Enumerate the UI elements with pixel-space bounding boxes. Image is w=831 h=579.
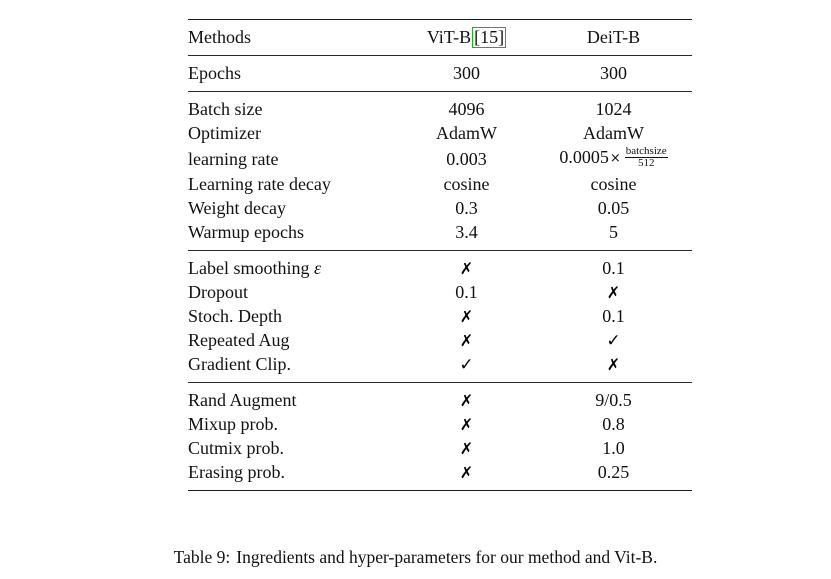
header-vit-b-label: ViT-B	[426, 27, 472, 47]
row-label-dropout: Dropout	[188, 282, 248, 303]
multiplication-sign: ×	[609, 151, 621, 166]
row-label-repeated-aug: Repeated Aug	[188, 330, 290, 351]
table-row: Optimizer AdamW AdamW	[188, 121, 692, 145]
table-rule-after-optimization	[188, 250, 692, 252]
lr-base-value: 0.0005	[559, 147, 609, 167]
fraction-numerator: batchsize	[624, 144, 668, 159]
table-caption: Table 9: Ingredients and hyper-parameters…	[0, 546, 831, 568]
table-row: Warmup epochs 3.4 5	[188, 220, 692, 244]
table-row: Stoch. Depth ✗ 0.1	[188, 304, 692, 328]
cell-stoch-depth-deit-b: 0.1	[602, 306, 625, 327]
cell-dropout-vit-b: 0.1	[455, 282, 478, 303]
caption-number: Table 9:	[173, 547, 231, 567]
header-vit-b: ViT-B [15]	[398, 25, 535, 49]
cell-batch-size-deit-b: 1024	[595, 99, 632, 119]
table-rule-after-regularization	[188, 382, 692, 384]
fraction-denominator: 512	[637, 157, 655, 170]
cell-mixup-prob-vit-b: ✗	[459, 415, 474, 435]
row-label-epochs: Epochs	[188, 63, 241, 83]
header-deit-b: DeiT-B	[586, 27, 641, 47]
table-rule-after-epochs	[188, 91, 692, 92]
table-row: Weight decay 0.3 0.05	[188, 196, 692, 220]
hyperparameter-table-container: Methods ViT-B [15] DeiT-B Epochs 300 300 …	[188, 19, 692, 492]
row-label-batch-size: Batch size	[188, 99, 263, 119]
cell-lr-decay-vit-b: cosine	[443, 174, 490, 195]
cell-epochs-deit-b: 300	[600, 63, 627, 83]
cell-gradient-clip-deit-b: ✗	[606, 355, 621, 375]
table-row: Learning rate decay cosine cosine	[188, 172, 692, 196]
citation-link-15[interactable]: [15]	[472, 27, 507, 48]
table-header-row: Methods ViT-B [15] DeiT-B	[188, 25, 692, 49]
table-rule-top	[188, 19, 692, 20]
hyperparameter-table: Methods ViT-B [15] DeiT-B Epochs 300 300 …	[188, 19, 692, 492]
cell-repeated-aug-vit-b: ✗	[459, 331, 474, 351]
row-label-rand-augment: Rand Augment	[188, 390, 297, 411]
cell-weight-decay-deit-b: 0.05	[597, 198, 630, 219]
cell-lr-decay-deit-b: cosine	[590, 174, 637, 195]
cell-warmup-epochs-vit-b: 3.4	[455, 222, 478, 243]
row-label-erasing-prob: Erasing prob.	[188, 462, 285, 483]
table-row: Batch size 4096 1024	[188, 97, 692, 121]
cell-weight-decay-vit-b: 0.3	[455, 198, 478, 219]
row-label-gradient-clip: Gradient Clip.	[188, 354, 291, 375]
cell-gradient-clip-vit-b: ✓	[459, 355, 474, 376]
cell-learning-rate-vit-b: 0.003	[446, 148, 487, 169]
table-rule-bottom	[188, 490, 692, 492]
cell-batch-size-vit-b: 4096	[448, 99, 485, 119]
row-label-optimizer: Optimizer	[188, 123, 261, 143]
table-row: Gradient Clip. ✓ ✗	[188, 352, 692, 376]
table-row: Rand Augment ✗ 9/0.5	[188, 388, 692, 412]
epsilon-symbol: ε	[313, 258, 322, 279]
cell-warmup-epochs-deit-b: 5	[609, 222, 618, 243]
cell-erasing-prob-deit-b: 0.25	[597, 462, 630, 483]
row-label-learning-rate: learning rate	[188, 148, 279, 169]
cell-stoch-depth-vit-b: ✗	[459, 307, 474, 327]
caption-text: Ingredients and hyper-parameters for our…	[236, 547, 658, 567]
header-methods: Methods	[188, 27, 251, 47]
row-label-stoch-depth: Stoch. Depth	[188, 306, 282, 327]
cell-optimizer-vit-b: AdamW	[436, 123, 497, 143]
table-row: Mixup prob. ✗ 0.8	[188, 412, 692, 436]
cell-rand-augment-deit-b: 9/0.5	[595, 390, 632, 411]
cell-mixup-prob-deit-b: 0.8	[602, 414, 625, 435]
cell-erasing-prob-vit-b: ✗	[459, 463, 474, 483]
row-label-weight-decay: Weight decay	[188, 198, 287, 219]
cell-label-smoothing-vit-b: ✗	[459, 259, 474, 279]
batchsize-fraction: batchsize 512	[624, 144, 668, 171]
cell-cutmix-prob-vit-b: ✗	[459, 439, 474, 459]
cell-repeated-aug-deit-b: ✓	[606, 331, 621, 352]
cell-label-smoothing-deit-b: 0.1	[602, 258, 625, 279]
table-row: Label smoothing ε ✗ 0.1	[188, 256, 692, 280]
table-row: Dropout 0.1 ✗	[188, 280, 692, 304]
table-row: Repeated Aug ✗ ✓	[188, 328, 692, 352]
table-row: Cutmix prob. ✗ 1.0	[188, 436, 692, 460]
label-smoothing-text: Label smoothing	[188, 258, 314, 279]
row-label-learning-rate-decay: Learning rate decay	[188, 174, 331, 195]
table-row: learning rate 0.003 0.0005× batchsize 512	[188, 145, 692, 172]
cell-epochs-vit-b: 300	[453, 63, 480, 83]
table-row: Erasing prob. ✗ 0.25	[188, 460, 692, 484]
row-label-label-smoothing: Label smoothing ε	[188, 256, 398, 280]
cell-rand-augment-vit-b: ✗	[459, 391, 474, 411]
table-row: Epochs 300 300	[188, 61, 692, 85]
row-label-cutmix-prob: Cutmix prob.	[188, 438, 285, 459]
row-label-mixup-prob: Mixup prob.	[188, 414, 278, 435]
cell-learning-rate-deit-b: 0.0005× batchsize 512	[535, 145, 692, 172]
table-rule-after-header	[188, 55, 692, 56]
cell-optimizer-deit-b: AdamW	[583, 123, 644, 143]
cell-cutmix-prob-deit-b: 1.0	[602, 438, 625, 459]
cell-dropout-deit-b: ✗	[606, 283, 621, 303]
row-label-warmup-epochs: Warmup epochs	[188, 222, 305, 243]
